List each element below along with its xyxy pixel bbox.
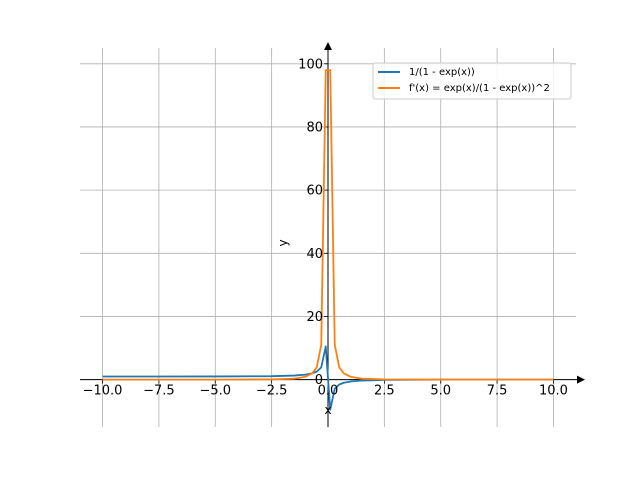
y-tick-label-2: 40 <box>306 247 323 262</box>
y-tick-label-4: 80 <box>306 120 323 135</box>
y-tick-label-1: 20 <box>306 310 323 325</box>
legend-label-series-1: 1/(1 - exp(x)) <box>409 67 475 78</box>
x-tick-label-2: −5.0 <box>199 384 231 399</box>
y-tick-label-5: 100 <box>298 57 323 72</box>
x-tick-label-7: 7.5 <box>487 384 508 399</box>
x-tick-label-5: 2.5 <box>374 384 395 399</box>
x-tick-label-8: 10.0 <box>539 384 568 399</box>
series-line-2 <box>102 69 554 381</box>
series-lines <box>102 69 554 411</box>
legend-label-series-2: f'(x) = exp(x)/(1 - exp(x))^2 <box>409 83 550 94</box>
x-axis-arrow <box>577 375 585 384</box>
y-axis-arrow <box>324 42 332 50</box>
y-tick-label-0: 0 <box>315 373 323 388</box>
legend: 1/(1 - exp(x)) f'(x) = exp(x)/(1 - exp(x… <box>372 62 572 100</box>
x-axis-label: x <box>324 403 331 417</box>
y-axis-label: y <box>276 239 290 246</box>
y-tick-label-3: 60 <box>306 184 323 199</box>
x-tick-label-4: 0.0 <box>318 384 339 399</box>
legend-box <box>372 62 572 100</box>
x-tick-label-6: 5.0 <box>430 384 451 399</box>
tick-labels: −10.0 −7.5 −5.0 −2.5 0.0 2.5 5.0 7.5 10.0 0 20 40 60… <box>83 57 568 398</box>
x-tick-label-0: −10.0 <box>83 384 123 399</box>
x-tick-label-3: −2.5 <box>256 384 288 399</box>
x-tick-label-1: −7.5 <box>143 384 175 399</box>
